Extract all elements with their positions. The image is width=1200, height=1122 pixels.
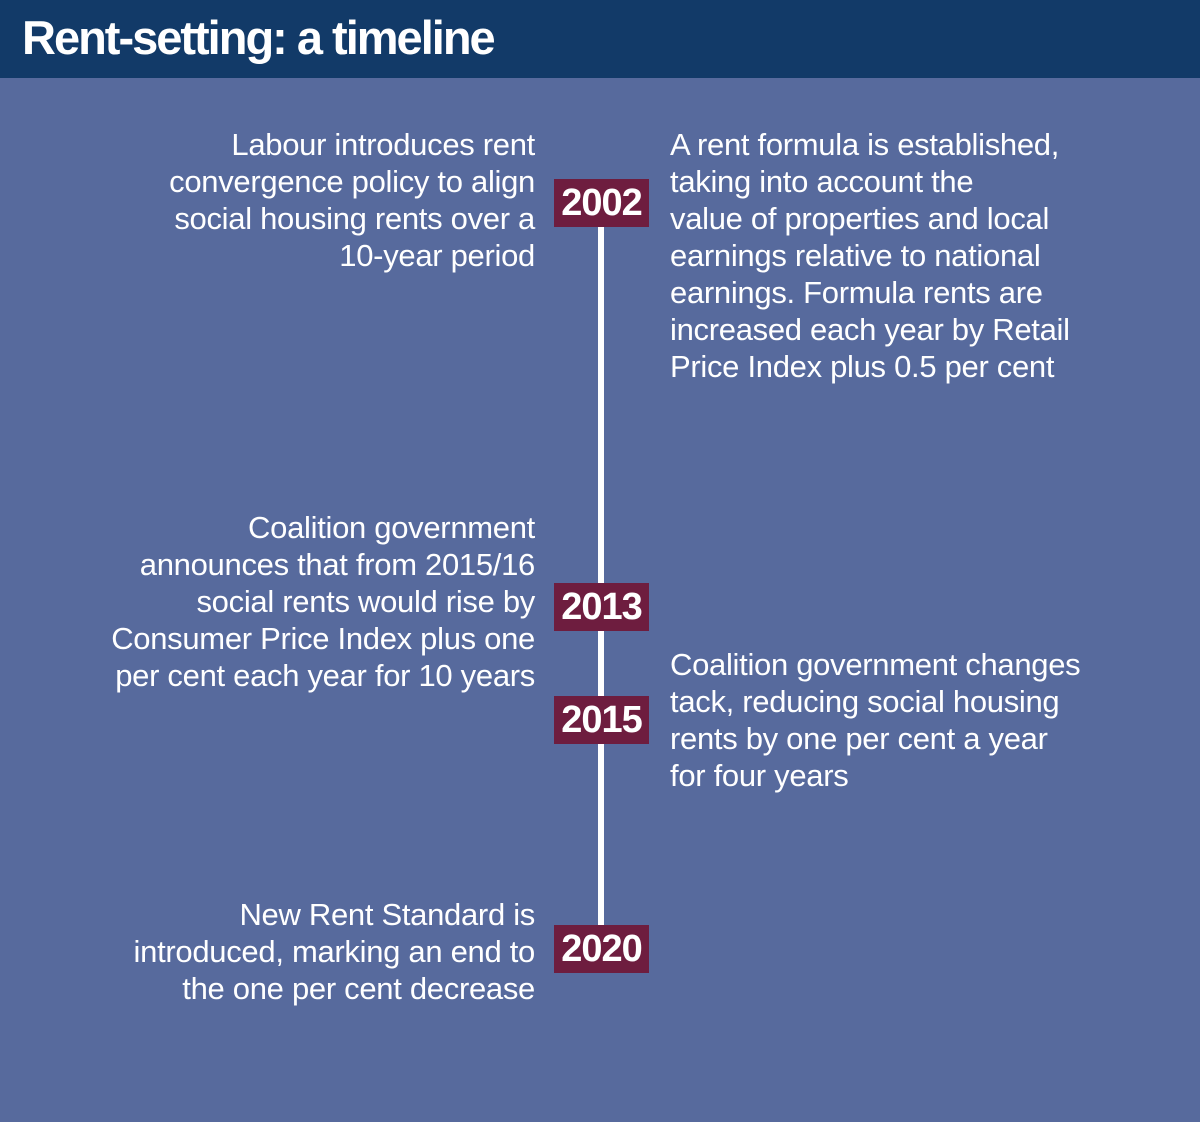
event-2015-right-text: Coalition government changes tack, reduc… — [670, 647, 1081, 793]
year-badge-2020: 2020 — [554, 925, 649, 973]
year-badge-2015: 2015 — [554, 696, 649, 744]
timeline-axis-line — [598, 205, 604, 950]
year-badge-2002: 2002 — [554, 179, 649, 227]
event-2013-left-text: Coalition government announces that from… — [111, 510, 535, 693]
event-2002-left-text: Labour introduces rent convergence polic… — [169, 127, 535, 273]
page-title: Rent-setting: a timeline — [22, 11, 496, 64]
event-2020-left-text: New Rent Standard is introduced, marking… — [133, 897, 536, 1006]
header-bar: Rent-setting: a timeline — [0, 0, 1200, 78]
event-2002-right-text: A rent formula is established, taking in… — [670, 127, 1070, 384]
year-badge-2013: 2013 — [554, 583, 649, 631]
